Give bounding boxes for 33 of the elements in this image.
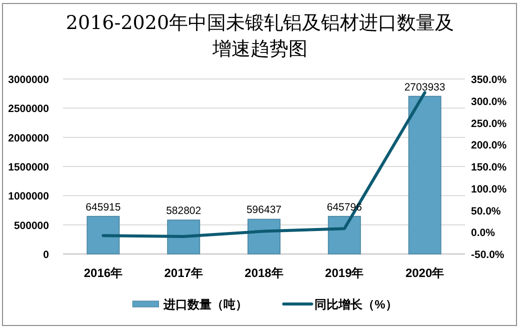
text: 645915 <box>86 201 121 214</box>
bar <box>408 96 442 254</box>
y-tick-label: 0 <box>43 249 50 261</box>
y2-tick-label: -50.0% <box>471 249 505 261</box>
x-tick-label: 2016年 <box>84 266 123 280</box>
y-tick-label: 500000 <box>14 220 50 232</box>
y2-tick-label: 0.0% <box>471 227 496 240</box>
text: 2703933 <box>404 81 446 94</box>
chart-title: 2016-2020年中国未锻轧铝及铝材进口数量及增速趋势图 <box>64 11 456 62</box>
bar <box>86 216 120 254</box>
text: 582802 <box>166 205 202 218</box>
legend-label: 进口数量（吨） <box>162 298 248 312</box>
bar <box>167 220 200 254</box>
y2-tick-label: 150.0% <box>471 162 508 174</box>
x-tick-label: 2018年 <box>244 266 284 280</box>
y2-tick-label: 200.0% <box>471 140 508 152</box>
y-tick-label: 2500000 <box>8 103 50 116</box>
x-tick-label: 2019年 <box>325 266 364 280</box>
text: 596437 <box>246 204 282 216</box>
bar <box>328 216 361 254</box>
bar <box>248 218 280 254</box>
y2-tick-label: 50.0% <box>471 205 502 218</box>
legend-label: 同比增长（%） <box>314 298 398 312</box>
y2-tick-label: 100.0% <box>471 183 508 196</box>
x-tick-label: 2017年 <box>164 266 203 280</box>
x-tick-label: 2020年 <box>405 266 444 280</box>
y-tick-label: 1000000 <box>8 190 50 203</box>
y2-tick-label: 300.0% <box>471 96 508 108</box>
y-tick-label: 3000000 <box>8 74 50 86</box>
y-tick-label: 1500000 <box>8 162 50 174</box>
y2-tick-label: 250.0% <box>471 118 508 130</box>
y-tick-label: 2000000 <box>8 132 50 144</box>
y2-tick-label: 350.0% <box>471 74 508 86</box>
